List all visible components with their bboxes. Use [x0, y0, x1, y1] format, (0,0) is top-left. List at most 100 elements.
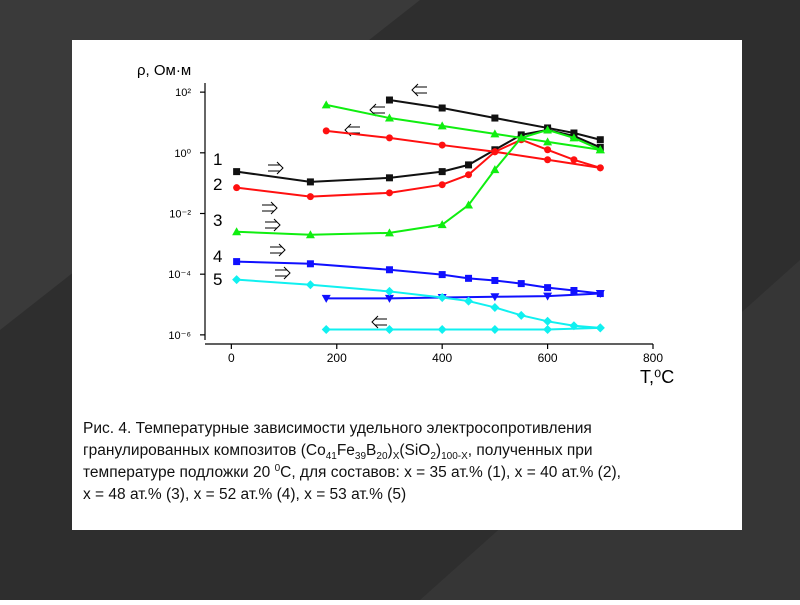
series-line	[326, 103, 601, 151]
marker	[321, 100, 331, 109]
caption-text: гранулированных композитов (Co	[83, 442, 326, 459]
series-line	[236, 128, 601, 236]
marker	[544, 156, 552, 164]
marker	[437, 293, 447, 303]
marker	[570, 286, 578, 294]
caption-text: 100-X	[441, 451, 468, 462]
marker	[233, 168, 241, 176]
marker	[491, 148, 499, 156]
curve-label: 1	[213, 150, 222, 169]
marker	[305, 280, 315, 290]
marker	[544, 284, 552, 292]
series-line	[236, 260, 601, 295]
marker	[306, 178, 314, 186]
curve-label: 5	[213, 270, 222, 289]
marker	[438, 181, 446, 189]
marker	[438, 168, 446, 176]
marker	[569, 133, 579, 142]
marker	[321, 325, 331, 335]
marker	[490, 325, 500, 335]
y-tick-label: 10⁻⁶	[168, 330, 191, 342]
marker	[321, 294, 331, 303]
caption-text: 2	[430, 451, 436, 462]
marker	[570, 156, 578, 164]
marker	[465, 171, 473, 179]
caption-text: X	[393, 451, 400, 462]
marker	[437, 121, 447, 130]
marker	[385, 266, 393, 274]
marker	[543, 292, 553, 301]
marker	[543, 137, 553, 146]
marker	[438, 104, 446, 112]
x-tick-label: 0	[228, 351, 235, 365]
curve-label: 4	[213, 247, 222, 266]
marker	[438, 141, 446, 149]
marker	[490, 293, 500, 302]
caption-text: Fe	[337, 442, 355, 459]
marker	[385, 96, 393, 104]
curve-label: 3	[213, 211, 222, 230]
marker	[385, 134, 393, 142]
marker	[232, 275, 242, 285]
marker	[384, 228, 394, 237]
marker	[490, 165, 500, 174]
x-tick-label: 400	[432, 351, 452, 365]
series-line	[236, 278, 601, 329]
marker	[233, 184, 241, 192]
caption-text: 39	[355, 451, 367, 462]
marker	[596, 136, 604, 144]
marker	[438, 271, 446, 279]
x-tick-label: 600	[538, 351, 558, 365]
marker	[517, 280, 525, 288]
y-tick-label: 10⁰	[174, 148, 191, 160]
caption-text: (SiO	[399, 442, 430, 459]
marker	[384, 325, 394, 335]
y-tick-label: 10²	[175, 87, 191, 99]
marker	[543, 316, 553, 326]
x-axis-title: T,⁰C	[640, 367, 674, 387]
marker	[437, 220, 447, 229]
marker	[596, 164, 604, 172]
marker	[464, 296, 474, 306]
marker	[490, 129, 500, 138]
caption-text: температуре подложки 20	[83, 464, 275, 481]
marker	[384, 286, 394, 296]
caption: Рис. 4. Температурные зависимости удельн…	[83, 420, 621, 503]
series-line	[236, 138, 601, 198]
marker	[233, 258, 241, 266]
marker	[306, 193, 314, 201]
marker	[384, 113, 394, 122]
marker	[544, 146, 552, 154]
y-axis-title: ρ, Ом·м	[137, 62, 191, 79]
marker	[491, 276, 499, 284]
caption-text: 41	[326, 451, 338, 462]
marker	[516, 310, 526, 320]
curve-label: 2	[213, 175, 222, 194]
caption-text: B	[366, 442, 376, 459]
marker	[543, 325, 553, 335]
marker	[491, 114, 499, 122]
x-tick-label: 200	[327, 351, 347, 365]
caption-text: )	[388, 442, 393, 459]
marker	[384, 294, 394, 303]
series-line	[389, 99, 601, 141]
caption-text: , полученных при	[468, 442, 593, 459]
marker	[232, 227, 242, 236]
marker	[595, 290, 605, 299]
caption-text: )	[436, 442, 441, 459]
marker	[570, 129, 578, 137]
marker	[490, 302, 500, 312]
caption-text: 0	[275, 463, 281, 474]
marker	[306, 260, 314, 268]
caption-text: Рис. 4. Температурные зависимости удельн…	[83, 420, 592, 437]
marker	[385, 189, 393, 197]
marker	[385, 174, 393, 182]
series-line	[326, 326, 601, 331]
marker	[437, 325, 447, 335]
marker	[305, 230, 315, 239]
marker	[465, 274, 473, 282]
y-tick-label: 10⁻⁴	[168, 269, 191, 281]
marker	[465, 161, 473, 169]
marker	[322, 127, 330, 135]
